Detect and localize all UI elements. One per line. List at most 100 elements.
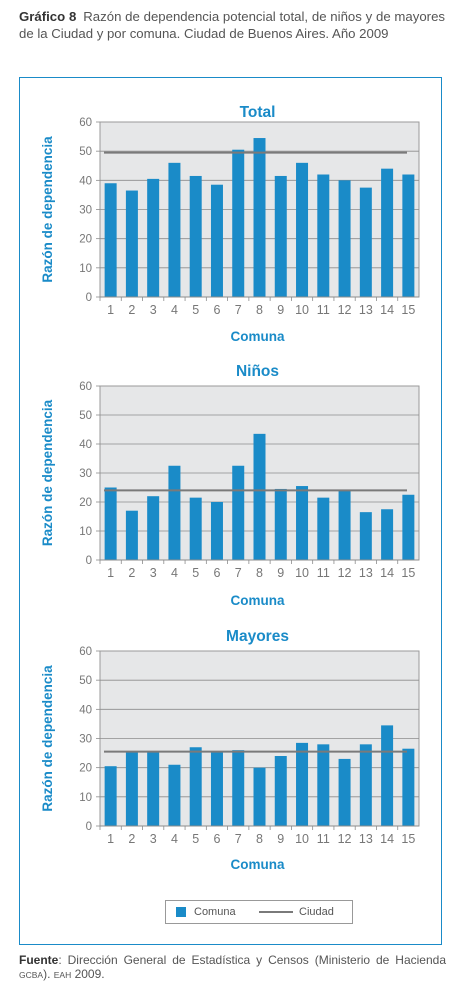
bar xyxy=(253,767,266,826)
bar xyxy=(296,162,309,297)
x-tick-label: 8 xyxy=(256,832,263,846)
x-tick-label: 12 xyxy=(338,566,352,580)
x-tick-label: 2 xyxy=(128,566,135,580)
x-tick-label: 1 xyxy=(107,303,114,317)
bar xyxy=(317,497,330,560)
bar xyxy=(359,744,372,826)
bar xyxy=(296,742,309,826)
legend-item-comuna: Comuna xyxy=(176,906,236,918)
legend-item-ciudad: Ciudad xyxy=(259,906,334,918)
x-tick-label: 12 xyxy=(338,832,352,846)
x-tick-label: 7 xyxy=(235,566,242,580)
y-tick-label: 30 xyxy=(79,468,92,480)
bar xyxy=(274,175,287,297)
y-tick-label: 20 xyxy=(79,497,92,509)
x-axis-label: Comuna xyxy=(231,329,285,344)
bar xyxy=(125,190,138,297)
y-tick-label: 60 xyxy=(79,117,92,129)
bar xyxy=(232,465,245,560)
source-label: Fuente xyxy=(19,953,59,967)
bar xyxy=(381,509,394,560)
y-tick-label: 0 xyxy=(86,555,92,567)
x-tick-label: 15 xyxy=(401,303,415,317)
x-tick-label: 14 xyxy=(380,832,394,846)
bar xyxy=(147,496,160,560)
bar xyxy=(253,138,266,297)
x-tick-label: 11 xyxy=(317,566,330,580)
chart-panel: 0 10 20 30 40 50 60 1 2 3 4 5 6 7 8 9 10 11 12 13 14 15 Total C… xyxy=(19,77,442,945)
bar xyxy=(296,486,309,560)
bar xyxy=(359,512,372,560)
legend-swatch-comuna xyxy=(176,907,186,917)
y-axis-label: Razón de dependencia xyxy=(40,665,55,812)
bar xyxy=(381,168,394,297)
y-axis-label: Razón de dependencia xyxy=(40,399,55,546)
source-mid: ). xyxy=(43,967,54,981)
x-tick-label: 3 xyxy=(150,832,157,846)
x-tick-label: 12 xyxy=(338,303,352,317)
x-tick-label: 2 xyxy=(128,303,135,317)
y-tick-label: 10 xyxy=(79,263,92,275)
x-tick-label: 4 xyxy=(171,832,178,846)
bar xyxy=(168,162,181,297)
x-tick-label: 9 xyxy=(277,566,284,580)
bar xyxy=(189,497,202,560)
x-tick-label: 10 xyxy=(295,566,309,580)
y-tick-label: 20 xyxy=(79,234,92,246)
bar xyxy=(168,764,181,826)
x-tick-label: 9 xyxy=(277,832,284,846)
y-tick-label: 50 xyxy=(79,675,92,687)
source-gcba: GCBA xyxy=(19,970,44,980)
x-tick-label: 13 xyxy=(359,832,373,846)
y-tick-label: 40 xyxy=(79,704,92,716)
y-axis-label: Razón de dependencia xyxy=(40,136,55,283)
x-tick-label: 6 xyxy=(213,303,220,317)
x-tick-label: 6 xyxy=(213,832,220,846)
y-tick-label: 20 xyxy=(79,763,92,775)
bar xyxy=(210,184,223,297)
x-tick-label: 8 xyxy=(256,566,263,580)
x-tick-label: 5 xyxy=(192,832,199,846)
y-tick-label: 40 xyxy=(79,175,92,187)
y-tick-label: 60 xyxy=(79,646,92,658)
bar xyxy=(317,174,330,297)
bar xyxy=(253,433,266,560)
bar xyxy=(232,149,245,297)
x-tick-label: 13 xyxy=(359,303,373,317)
x-tick-label: 8 xyxy=(256,303,263,317)
chart-title: Mayores xyxy=(226,628,289,645)
chart-title: Total xyxy=(240,104,276,121)
x-axis-label: Comuna xyxy=(231,593,285,608)
y-tick-label: 50 xyxy=(79,146,92,158)
y-tick-label: 0 xyxy=(86,292,92,304)
x-tick-label: 7 xyxy=(235,303,242,317)
x-tick-label: 2 xyxy=(128,832,135,846)
legend: Comuna Ciudad xyxy=(165,900,353,924)
x-axis-label: Comuna xyxy=(231,857,285,872)
bar xyxy=(338,180,351,297)
bar xyxy=(104,766,117,826)
bar xyxy=(104,487,117,560)
bar xyxy=(359,187,372,297)
source-end: 2009. xyxy=(71,967,105,981)
bar xyxy=(274,756,287,826)
x-tick-label: 7 xyxy=(235,832,242,846)
bar xyxy=(402,748,415,826)
x-tick-label: 4 xyxy=(171,566,178,580)
bar xyxy=(338,490,351,560)
y-tick-label: 40 xyxy=(79,439,92,451)
bar xyxy=(104,183,117,297)
x-tick-label: 10 xyxy=(295,832,309,846)
bar xyxy=(274,488,287,560)
bar xyxy=(402,174,415,297)
x-tick-label: 11 xyxy=(317,832,330,846)
y-tick-label: 30 xyxy=(79,734,92,746)
y-tick-label: 60 xyxy=(79,381,92,393)
figure-label: Gráfico 8 xyxy=(19,9,77,24)
bar xyxy=(147,178,160,297)
legend-label-ciudad: Ciudad xyxy=(299,906,334,918)
